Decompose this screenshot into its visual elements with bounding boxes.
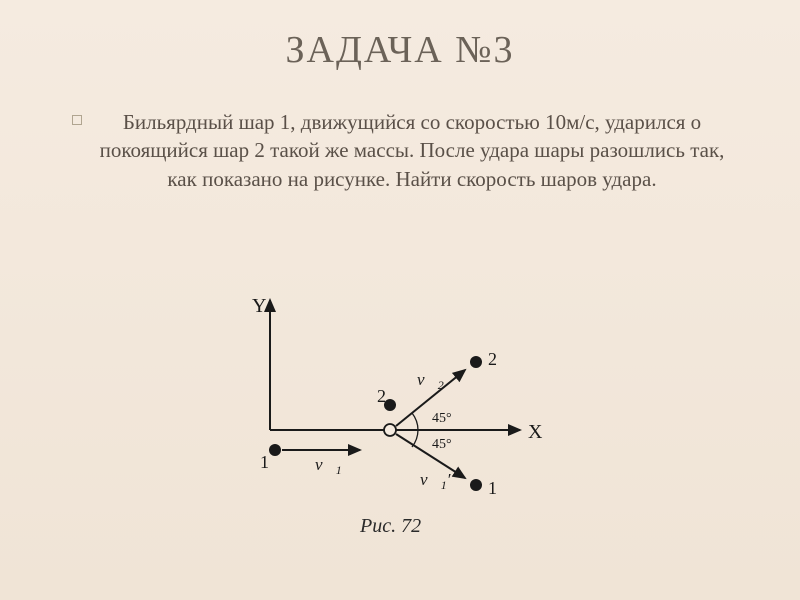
vector-v2-label: v⃗2 xyxy=(417,370,444,392)
page-title: ЗАДАЧА №3 xyxy=(0,0,800,72)
ball-1-end xyxy=(470,479,482,491)
problem-statement: Бильярдный шар 1, движущийся со скорость… xyxy=(92,108,732,193)
angle-lower-label: 45° xyxy=(432,437,452,452)
angle-arc-upper xyxy=(412,413,418,430)
ball-2-start-label: 2 xyxy=(377,386,386,406)
x-axis-label: X xyxy=(528,421,543,443)
vector-v1-prime-label: v⃗1′ xyxy=(420,470,451,492)
ball-1-start xyxy=(269,444,281,456)
figure-caption: Рис. 72 xyxy=(360,515,421,538)
ball-1-end-label: 1 xyxy=(488,478,497,498)
y-axis-label: Y xyxy=(252,295,266,317)
angle-upper-label: 45° xyxy=(432,411,452,426)
vector-v1-label: v⃗1 xyxy=(315,455,342,477)
ball-2-end-label: 2 xyxy=(488,349,497,369)
ball-2-end xyxy=(470,356,482,368)
ball-1-start-label: 1 xyxy=(260,452,269,472)
bullet-marker xyxy=(72,115,82,125)
physics-figure: Y X 45° 45° v⃗1 v⃗1′ v⃗2 1 2 2 1 Рис. 72 xyxy=(240,290,560,560)
collision-point xyxy=(384,424,396,436)
